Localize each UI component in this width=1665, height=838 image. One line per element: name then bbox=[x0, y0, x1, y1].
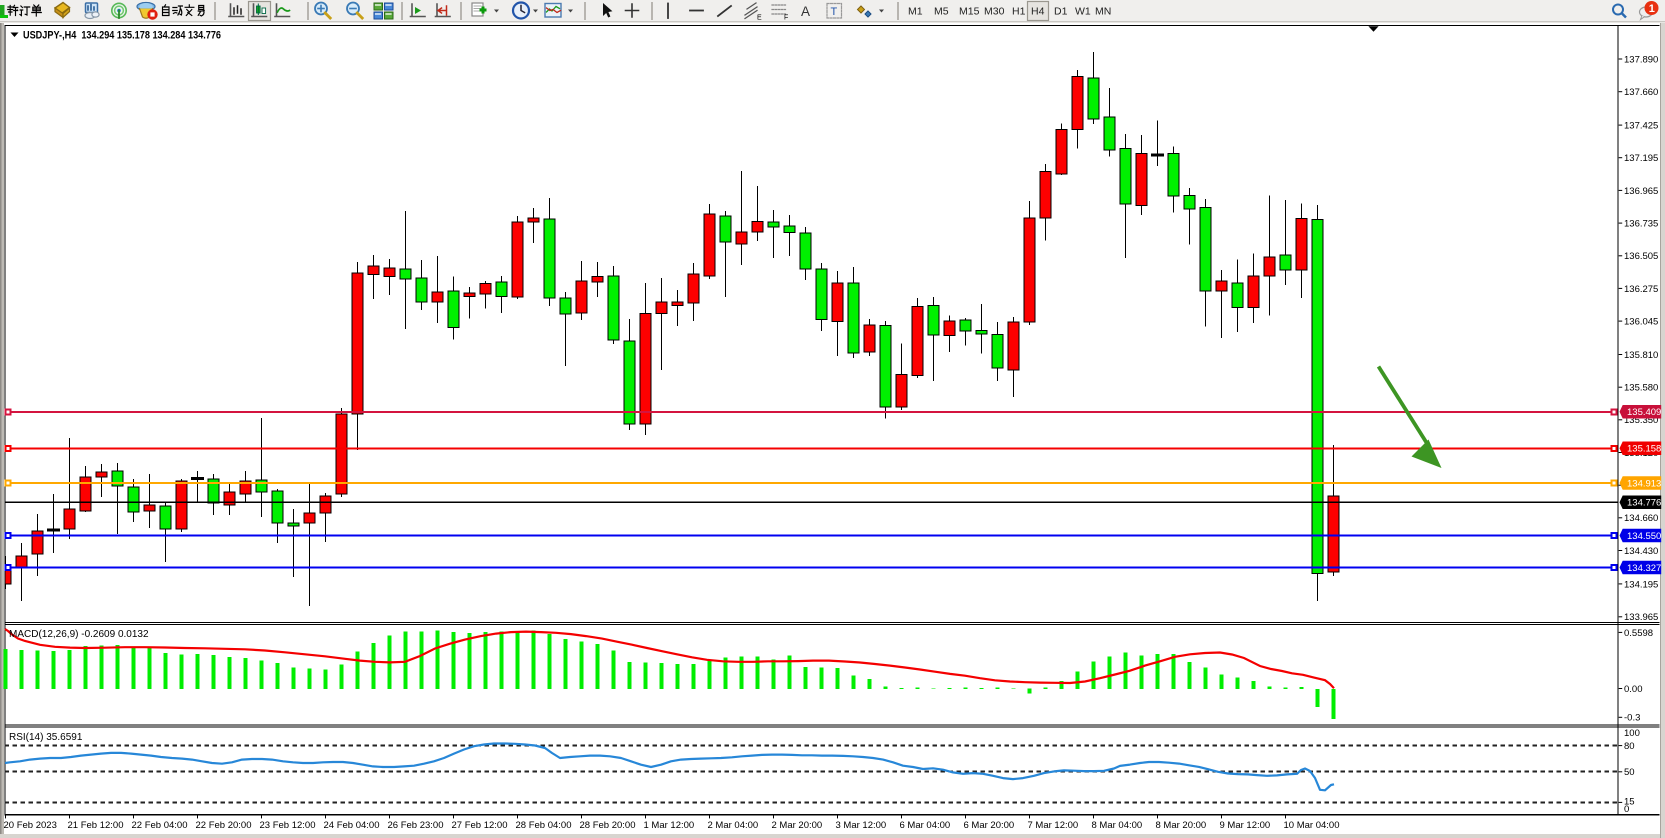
svg-text:134.550: 134.550 bbox=[1627, 531, 1661, 542]
svg-text:23 Feb 12:00: 23 Feb 12:00 bbox=[260, 820, 316, 831]
svg-text:MACD(12,26,9) -0.2609 0.0132: MACD(12,26,9) -0.2609 0.0132 bbox=[9, 629, 149, 640]
svg-text:22 Feb 04:00: 22 Feb 04:00 bbox=[132, 820, 188, 831]
svg-text:M30: M30 bbox=[984, 6, 1005, 18]
svg-text:135.350: 135.350 bbox=[1624, 415, 1658, 426]
svg-text:24 Feb 04:00: 24 Feb 04:00 bbox=[324, 820, 380, 831]
svg-text:8 Mar 04:00: 8 Mar 04:00 bbox=[1092, 820, 1143, 831]
svg-text:T: T bbox=[831, 6, 838, 18]
svg-text:6 Mar 20:00: 6 Mar 20:00 bbox=[964, 820, 1015, 831]
svg-text:USDJPY-,H4 134.294 135.178 13: USDJPY-,H4 134.294 135.178 134.284 134.7… bbox=[23, 30, 221, 42]
svg-text:134.327: 134.327 bbox=[1627, 563, 1661, 574]
svg-text:M5: M5 bbox=[934, 6, 949, 18]
svg-text:134.776: 134.776 bbox=[1627, 498, 1661, 509]
svg-text:H1: H1 bbox=[1012, 6, 1026, 18]
svg-text:135.409: 135.409 bbox=[1627, 407, 1661, 418]
svg-text:100: 100 bbox=[1624, 728, 1640, 739]
svg-text:26 Feb 23:00: 26 Feb 23:00 bbox=[388, 820, 444, 831]
svg-text:135.810: 135.810 bbox=[1624, 350, 1658, 361]
svg-text:135.580: 135.580 bbox=[1624, 383, 1658, 394]
svg-text:M15: M15 bbox=[959, 6, 980, 18]
svg-text:15: 15 bbox=[1624, 796, 1635, 807]
svg-text:6 Mar 04:00: 6 Mar 04:00 bbox=[900, 820, 951, 831]
svg-text:7 Mar 12:00: 7 Mar 12:00 bbox=[1028, 820, 1079, 831]
svg-text:136.735: 136.735 bbox=[1624, 219, 1658, 230]
svg-text:28 Feb 20:00: 28 Feb 20:00 bbox=[580, 820, 636, 831]
svg-text:3 Mar 12:00: 3 Mar 12:00 bbox=[836, 820, 887, 831]
svg-text:10 Mar 04:00: 10 Mar 04:00 bbox=[1284, 820, 1340, 831]
svg-text:M1: M1 bbox=[908, 6, 923, 18]
svg-text:2 Mar 20:00: 2 Mar 20:00 bbox=[772, 820, 823, 831]
svg-text:137.890: 137.890 bbox=[1624, 54, 1658, 65]
svg-text:D1: D1 bbox=[1054, 6, 1068, 18]
svg-text:8 Mar 20:00: 8 Mar 20:00 bbox=[1156, 820, 1207, 831]
svg-text:136.965: 136.965 bbox=[1624, 186, 1658, 197]
svg-text:137.195: 137.195 bbox=[1624, 153, 1658, 164]
svg-text:136.045: 136.045 bbox=[1624, 317, 1658, 328]
svg-text:A: A bbox=[801, 4, 810, 19]
svg-text:27 Feb 12:00: 27 Feb 12:00 bbox=[452, 820, 508, 831]
svg-text:80: 80 bbox=[1624, 741, 1635, 752]
svg-text:1: 1 bbox=[1649, 3, 1655, 15]
svg-text:9 Mar 12:00: 9 Mar 12:00 bbox=[1220, 820, 1271, 831]
svg-text:W1: W1 bbox=[1075, 6, 1091, 18]
svg-text:134.913: 134.913 bbox=[1627, 478, 1661, 489]
svg-text:H4: H4 bbox=[1031, 6, 1045, 18]
svg-text:MN: MN bbox=[1095, 6, 1111, 18]
svg-text:2 Mar 04:00: 2 Mar 04:00 bbox=[708, 820, 759, 831]
svg-text:RSI(14) 35.6591: RSI(14) 35.6591 bbox=[9, 732, 83, 743]
svg-text:134.660: 134.660 bbox=[1624, 513, 1658, 524]
svg-text:0.5598: 0.5598 bbox=[1624, 628, 1653, 639]
svg-text:0: 0 bbox=[1624, 804, 1629, 815]
svg-text:F: F bbox=[784, 15, 788, 22]
svg-text:133.965: 133.965 bbox=[1624, 612, 1658, 623]
svg-text:137.425: 137.425 bbox=[1624, 121, 1658, 132]
svg-text:22 Feb 20:00: 22 Feb 20:00 bbox=[196, 820, 252, 831]
svg-text:-0.3: -0.3 bbox=[1624, 713, 1640, 724]
svg-text:135.158: 135.158 bbox=[1627, 444, 1661, 455]
svg-text:20 Feb 2023: 20 Feb 2023 bbox=[4, 820, 57, 831]
svg-text:136.505: 136.505 bbox=[1624, 251, 1658, 262]
svg-text:50: 50 bbox=[1624, 767, 1635, 778]
svg-text:136.275: 136.275 bbox=[1624, 284, 1658, 295]
svg-text:134.195: 134.195 bbox=[1624, 579, 1658, 590]
svg-text:137.660: 137.660 bbox=[1624, 87, 1658, 98]
svg-text:E: E bbox=[757, 15, 762, 22]
svg-text:0.00: 0.00 bbox=[1624, 684, 1643, 695]
svg-text:21 Feb 12:00: 21 Feb 12:00 bbox=[68, 820, 124, 831]
svg-text:28 Feb 04:00: 28 Feb 04:00 bbox=[516, 820, 572, 831]
svg-text:134.430: 134.430 bbox=[1624, 546, 1658, 557]
svg-text:1 Mar 12:00: 1 Mar 12:00 bbox=[644, 820, 695, 831]
